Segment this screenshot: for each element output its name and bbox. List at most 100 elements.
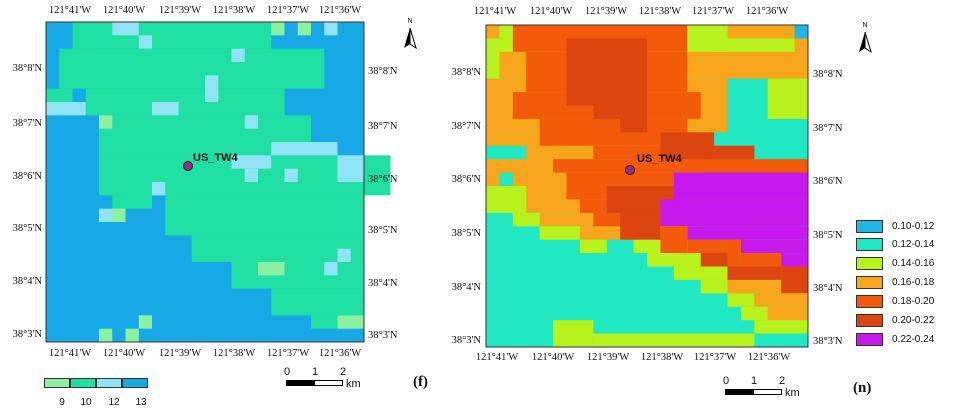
lon-top-label: 121°37'W <box>266 5 310 16</box>
raster-cell <box>486 186 527 213</box>
raster-cell <box>660 132 715 160</box>
raster-cell <box>740 239 808 254</box>
raster-cell <box>673 253 728 267</box>
raster-cell <box>486 145 527 160</box>
raster-cell <box>539 118 688 146</box>
raster-cell <box>781 253 808 267</box>
lon-bottom-label: 121°40'W <box>102 348 146 359</box>
lat-left-label: 38°7'N <box>451 121 481 132</box>
lon-bottom-label: 121°38'W <box>640 352 684 363</box>
lat-left-label: 38°6'N <box>451 174 481 185</box>
raster-cell <box>740 293 808 307</box>
north-arrow: N <box>400 18 420 52</box>
raster-cell <box>553 159 808 173</box>
legend-label: 0.10-0.12 <box>892 221 935 232</box>
legend-swatch <box>856 333 883 346</box>
lon-top-label: 121°41'W <box>473 6 517 17</box>
raster-cell <box>579 239 607 254</box>
scalebar-tick: 1 <box>750 375 758 387</box>
lon-top-label: 121°41'W <box>48 5 92 16</box>
lon-bottom-label: 121°39'W <box>158 348 202 359</box>
raster-cell <box>72 22 272 49</box>
raster-cell <box>486 38 527 52</box>
raster-cell <box>231 262 364 289</box>
lat-right-label: 38°3'N <box>368 330 398 341</box>
raster-cell <box>499 172 513 186</box>
lat-right-label: 38°8'N <box>368 66 398 77</box>
legend-label: 0.14-0.16 <box>892 258 935 269</box>
raster-cell <box>754 306 808 321</box>
raster-cell <box>271 142 338 156</box>
scalebar-n: 0 1 2 km <box>723 375 825 405</box>
raster-cell <box>271 22 285 36</box>
raster-cell <box>714 38 795 52</box>
lon-bottom-label: 121°41'W <box>48 348 92 359</box>
raster-cell <box>337 155 364 182</box>
raster-cell <box>125 328 139 342</box>
raster-cell <box>499 25 527 39</box>
legend-label: 9 <box>59 397 65 408</box>
raster-cell <box>486 25 808 79</box>
raster-cell <box>284 168 298 182</box>
raster-cell <box>687 239 741 267</box>
raster-cell <box>112 195 152 209</box>
lat-left-label: 38°3'N <box>12 329 42 340</box>
lat-right-label: 38°8'N <box>813 69 843 80</box>
scalebar-graphic <box>286 380 343 386</box>
lat-right-label: 38°4'N <box>813 283 843 294</box>
lon-top-label: 121°38'W <box>212 5 256 16</box>
raster-cell <box>687 25 728 52</box>
raster-cell <box>152 182 166 196</box>
lon-top-label: 121°40'W <box>529 6 573 17</box>
raster-cell <box>620 118 647 133</box>
raster-cell <box>191 235 364 262</box>
raster-cell <box>767 78 808 119</box>
legend-swatch <box>856 257 883 270</box>
raster-cell <box>486 132 701 186</box>
scalebar-f: 0 1 2 km <box>284 366 386 396</box>
lat-right-label: 38°5'N <box>368 225 398 236</box>
raster-cell <box>138 35 152 49</box>
raster-cell <box>271 288 364 316</box>
raster-cell <box>794 25 808 39</box>
raster-cell <box>781 105 808 119</box>
legend-swatch <box>856 276 883 289</box>
raster-cell <box>660 226 688 254</box>
raster-cell <box>205 75 219 102</box>
lat-left-label: 38°6'N <box>12 171 42 182</box>
map-background <box>486 25 808 347</box>
legend-label: 12 <box>108 397 120 408</box>
raster-cell <box>660 199 808 227</box>
lat-left-label: 38°5'N <box>12 223 42 234</box>
lon-bottom-label: 121°39'W <box>586 352 630 363</box>
raster-cell <box>512 25 688 52</box>
raster-cell <box>593 105 647 119</box>
panel-tag: (n) <box>853 380 872 396</box>
raster-cell <box>539 212 701 227</box>
raster-cell <box>606 186 674 213</box>
raster-cell <box>740 306 768 321</box>
lat-right-label: 38°6'N <box>813 176 843 187</box>
lat-left-label: 38°8'N <box>12 63 42 74</box>
raster-cell <box>59 48 325 89</box>
panel-tag: (f) <box>413 374 428 390</box>
raster-cell <box>72 35 99 49</box>
north-arrow: N <box>855 22 875 56</box>
raster-grid-f <box>45 21 391 343</box>
north-letter: N <box>862 22 868 29</box>
lat-right-label: 38°7'N <box>368 121 398 132</box>
lat-right-label: 38°5'N <box>813 230 843 241</box>
legend-swatch <box>44 378 70 388</box>
lon-bottom-label: 121°37'W <box>693 352 737 363</box>
lat-left-label: 38°3'N <box>451 335 481 346</box>
lon-bottom-label: 121°40'W <box>531 352 575 363</box>
raster-cell <box>593 333 755 347</box>
raster-cell <box>231 155 272 169</box>
raster-cell <box>539 226 580 240</box>
map-panel-f: 121°41'W 121°40'W 121°39'W 121°38'W 121°… <box>0 0 440 410</box>
legend-swatch <box>856 220 883 233</box>
lon-top-label: 121°39'W <box>584 6 628 17</box>
raster-cell <box>526 51 688 93</box>
raster-cell <box>85 88 285 116</box>
lon-bottom-label: 121°36'W <box>318 348 362 359</box>
